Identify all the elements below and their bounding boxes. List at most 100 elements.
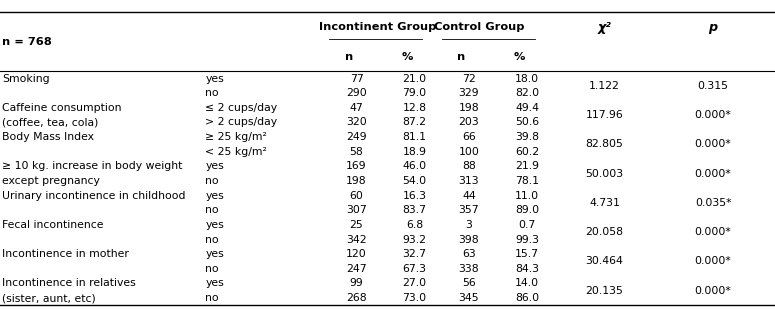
Text: no: no <box>205 176 219 186</box>
Text: 198: 198 <box>346 176 367 186</box>
Text: 100: 100 <box>459 147 479 157</box>
Text: 84.3: 84.3 <box>515 264 539 274</box>
Text: 338: 338 <box>459 264 479 274</box>
Text: 54.0: 54.0 <box>402 176 427 186</box>
Text: 58: 58 <box>350 147 363 157</box>
Text: yes: yes <box>205 191 224 201</box>
Text: 268: 268 <box>346 293 367 303</box>
Text: 0.000*: 0.000* <box>694 286 732 296</box>
Text: yes: yes <box>205 162 224 171</box>
Text: 20.135: 20.135 <box>586 286 623 296</box>
Text: (coffee, tea, cola): (coffee, tea, cola) <box>2 117 98 127</box>
Text: 46.0: 46.0 <box>402 162 427 171</box>
Text: 82.0: 82.0 <box>515 88 539 98</box>
Text: 307: 307 <box>346 205 367 215</box>
Text: %: % <box>401 51 412 62</box>
Text: 1.122: 1.122 <box>589 81 620 91</box>
Text: no: no <box>205 235 219 245</box>
Text: 4.731: 4.731 <box>589 198 620 208</box>
Text: n: n <box>345 51 353 62</box>
Text: 21.0: 21.0 <box>402 73 427 84</box>
Text: 39.8: 39.8 <box>515 132 539 142</box>
Text: 25: 25 <box>350 220 363 230</box>
Text: 3: 3 <box>466 220 472 230</box>
Text: 16.3: 16.3 <box>403 191 426 201</box>
Text: 120: 120 <box>346 249 367 259</box>
Text: Body Mass Index: Body Mass Index <box>2 132 95 142</box>
Text: 0.000*: 0.000* <box>694 110 732 120</box>
Text: %: % <box>514 51 525 62</box>
Text: 320: 320 <box>346 117 367 127</box>
Text: p: p <box>708 21 718 33</box>
Text: 27.0: 27.0 <box>402 278 427 288</box>
Text: 11.0: 11.0 <box>515 191 539 201</box>
Text: 86.0: 86.0 <box>515 293 539 303</box>
Text: 21.9: 21.9 <box>515 162 539 171</box>
Text: 0.000*: 0.000* <box>694 227 732 237</box>
Text: yes: yes <box>205 278 224 288</box>
Text: 249: 249 <box>346 132 367 142</box>
Text: 117.96: 117.96 <box>586 110 623 120</box>
Text: 169: 169 <box>346 162 367 171</box>
Text: Smoking: Smoking <box>2 73 50 84</box>
Text: 30.464: 30.464 <box>586 256 623 267</box>
Text: 198: 198 <box>459 103 479 113</box>
Text: 82.805: 82.805 <box>586 140 623 149</box>
Text: 18.0: 18.0 <box>515 73 539 84</box>
Text: 60.2: 60.2 <box>515 147 539 157</box>
Text: no: no <box>205 293 219 303</box>
Text: 329: 329 <box>459 88 479 98</box>
Text: Incontinence in relatives: Incontinence in relatives <box>2 278 136 288</box>
Text: 345: 345 <box>459 293 479 303</box>
Text: 50.003: 50.003 <box>585 169 624 179</box>
Text: yes: yes <box>205 249 224 259</box>
Text: 50.6: 50.6 <box>515 117 539 127</box>
Text: 12.8: 12.8 <box>403 103 426 113</box>
Text: except pregnancy: except pregnancy <box>2 176 100 186</box>
Text: 0.000*: 0.000* <box>694 140 732 149</box>
Text: Fecal incontinence: Fecal incontinence <box>2 220 104 230</box>
Text: 60: 60 <box>350 191 363 201</box>
Text: ≥ 10 kg. increase in body weight: ≥ 10 kg. increase in body weight <box>2 162 183 171</box>
Text: 99: 99 <box>350 278 363 288</box>
Text: Urinary incontinence in childhood: Urinary incontinence in childhood <box>2 191 186 201</box>
Text: 313: 313 <box>459 176 479 186</box>
Text: 99.3: 99.3 <box>515 235 539 245</box>
Text: no: no <box>205 205 219 215</box>
Text: 77: 77 <box>350 73 363 84</box>
Text: 83.7: 83.7 <box>403 205 426 215</box>
Text: 357: 357 <box>459 205 479 215</box>
Text: 6.8: 6.8 <box>406 220 423 230</box>
Text: 47: 47 <box>350 103 363 113</box>
Text: 93.2: 93.2 <box>403 235 426 245</box>
Text: 0.000*: 0.000* <box>694 256 732 267</box>
Text: 0.000*: 0.000* <box>694 169 732 179</box>
Text: n: n <box>457 51 465 62</box>
Text: 81.1: 81.1 <box>403 132 426 142</box>
Text: 342: 342 <box>346 235 367 245</box>
Text: 247: 247 <box>346 264 367 274</box>
Text: 89.0: 89.0 <box>515 205 539 215</box>
Text: 67.3: 67.3 <box>403 264 426 274</box>
Text: ≥ 25 kg/m²: ≥ 25 kg/m² <box>205 132 267 142</box>
Text: ≤ 2 cups/day: ≤ 2 cups/day <box>205 103 277 113</box>
Text: 14.0: 14.0 <box>515 278 539 288</box>
Text: Incontinence in mother: Incontinence in mother <box>2 249 129 259</box>
Text: 0.315: 0.315 <box>698 81 728 91</box>
Text: 32.7: 32.7 <box>403 249 426 259</box>
Text: 63: 63 <box>462 249 476 259</box>
Text: 0.7: 0.7 <box>518 220 536 230</box>
Text: Caffeine consumption: Caffeine consumption <box>2 103 122 113</box>
Text: (sister, aunt, etc): (sister, aunt, etc) <box>2 293 96 303</box>
Text: 18.9: 18.9 <box>403 147 426 157</box>
Text: no: no <box>205 264 219 274</box>
Text: 66: 66 <box>462 132 476 142</box>
Text: 87.2: 87.2 <box>403 117 426 127</box>
Text: no: no <box>205 88 219 98</box>
Text: 290: 290 <box>346 88 367 98</box>
Text: 49.4: 49.4 <box>515 103 539 113</box>
Text: 56: 56 <box>462 278 476 288</box>
Text: Incontinent Group: Incontinent Group <box>319 22 436 32</box>
Text: n = 768: n = 768 <box>2 37 52 47</box>
Text: 20.058: 20.058 <box>585 227 624 237</box>
